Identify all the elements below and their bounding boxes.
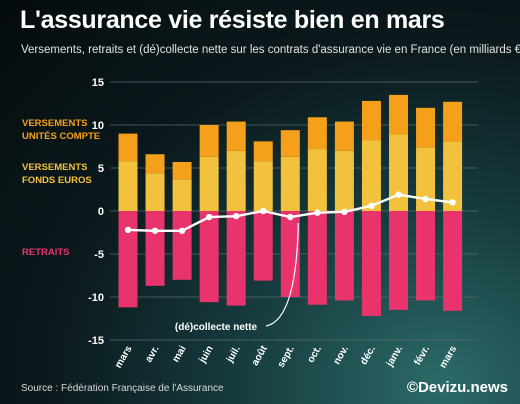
bar-fonds-euros [389,134,408,211]
x-tick-label: mars [438,344,460,371]
bar-fonds-euros [334,150,354,211]
y-tick-label: 0 [98,206,104,218]
x-tick-labels: mars avr. mai juin juil. août sept. oct. nov. déc… [113,343,459,370]
brand-logo: ©Devizu.news [406,379,508,396]
bar-fonds-euros [145,173,165,211]
collecte-nette-point [449,199,456,206]
annotation: (dé)collecte nette [175,223,299,333]
x-tick-label: oct. [306,344,325,365]
collecte-nette-point [260,207,267,215]
chart-subtitle: Versements, retraits et (dé)collecte net… [21,44,520,56]
bar-unites-compte [226,121,246,151]
bar-retraits [118,211,138,308]
collecte-nette-point [233,212,240,220]
bar-unites-compte [443,101,463,142]
collecte-nette-point [422,195,429,203]
annotation-pointer [265,223,299,327]
y-tick-label: 15 [92,77,104,89]
collecte-nette-point [124,226,132,234]
bar-retraits [172,211,192,280]
bar-unites-compte [145,154,165,174]
source-note: Source : Fédération Française de l'Assur… [21,383,224,394]
bar-unites-compte [118,133,138,162]
bar-retraits [226,211,246,306]
legend-label: RETRAITS [22,247,70,258]
bar-fonds-euros [199,156,219,211]
bar-unites-compte [334,121,354,151]
bar-unites-compte [172,161,192,180]
bar-unites-compte [199,125,219,157]
x-tick-label: sept. [276,344,297,370]
annotation-label: (dé)collecte nette [175,322,258,333]
x-tick-label: août [250,343,270,367]
collecte-nette-point [341,208,348,216]
bar-fonds-euros [280,156,300,211]
bar-retraits [199,211,219,303]
x-tick-label: mars [113,344,135,371]
collecte-nette-point [151,227,159,234]
bar-fonds-euros [416,147,436,211]
bar-retraits [307,211,327,305]
x-tick-label: nov. [332,344,352,367]
y-tick-label: -10 [88,292,104,304]
legend-label: UNITÉS COMPTE [22,131,100,142]
bar-fonds-euros [443,141,463,211]
x-tick-label: juil. [224,344,243,365]
x-tick-label: avr. [143,344,161,365]
chart-title: L'assurance vie résiste bien en mars [20,6,445,34]
bar-unites-compte [253,141,273,162]
bars [118,94,463,316]
bar-fonds-euros [172,179,192,211]
bar-retraits [334,211,354,301]
x-tick-label: févr. [412,344,432,368]
bar-retraits [389,211,408,310]
collecte-nette-point [368,202,375,210]
x-tick-label: juin [197,344,216,366]
bar-fonds-euros [307,149,327,211]
legend-label: VERSEMENTS [22,118,87,129]
collecte-nette-point [314,209,321,216]
legend-labels: VERSEMENTS UNITÉS COMPTE VERSEMENTS FONDS E… [22,118,100,258]
bar-retraits [443,211,463,311]
collecte-nette-point [178,227,186,234]
collecte-nette-point [287,213,294,221]
bar-retraits [253,211,273,281]
bar-unites-compte [307,117,327,150]
y-tick-label: -5 [94,249,104,261]
y-tick-label: 5 [98,163,104,175]
legend-label: FONDS EUROS [22,175,92,186]
bar-retraits [145,211,165,286]
bar-fonds-euros [118,161,138,211]
bar-fonds-euros [253,161,273,211]
legend-label: VERSEMENTS [22,162,87,173]
x-tick-label: mai [171,344,189,365]
x-tick-label: janv. [384,344,405,370]
bar-retraits [280,211,300,297]
bar-unites-compte [416,107,436,148]
bar-unites-compte [280,130,300,157]
bar-unites-compte [361,100,381,141]
collecte-nette-line [124,191,456,234]
collecte-nette-point [205,213,213,221]
bar-retraits [416,211,436,301]
y-tick-label: 10 [92,120,104,132]
collecte-nette-point [395,191,402,198]
y-tick-label: -15 [88,335,104,347]
bar-unites-compte [389,94,408,135]
bar-fonds-euros [226,150,246,211]
y-tick-labels: 15 10 5 0 -5 -10 -15 [88,77,104,347]
bar-retraits [361,211,381,316]
x-tick-label: déc. [359,344,379,367]
bar-fonds-euros [361,140,381,211]
